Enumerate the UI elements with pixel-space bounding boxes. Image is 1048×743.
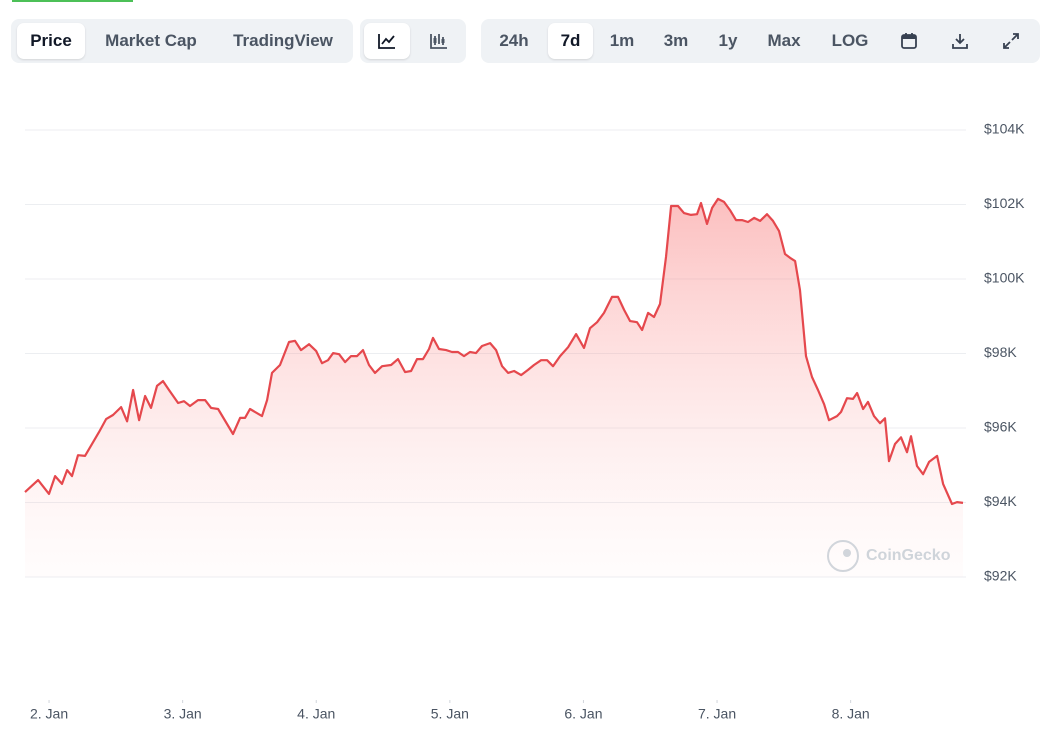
y-tick-label: $100K [984, 270, 1025, 286]
download-button[interactable] [942, 23, 978, 59]
y-tick-label: $94K [984, 493, 1017, 509]
range-button[interactable]: LOG [831, 31, 869, 50]
tab-group: Price Market Cap TradingView [11, 19, 353, 63]
tab[interactable]: Market Cap [105, 31, 197, 50]
x-tick-label: 5. Jan [431, 706, 469, 722]
range-button[interactable]: 1y [718, 31, 738, 50]
range-button[interactable]: Max [767, 31, 801, 50]
range-button[interactable]: 7d [548, 23, 593, 59]
calendar-button[interactable] [891, 23, 927, 59]
tab[interactable]: Price [17, 23, 85, 59]
y-tick-label: $96K [984, 419, 1017, 435]
fullscreen-button[interactable] [993, 23, 1029, 59]
x-tick-label: 6. Jan [564, 706, 602, 722]
tab[interactable]: TradingView [233, 31, 333, 50]
range-button[interactable]: 1m [609, 31, 635, 50]
y-tick-label: $98K [984, 344, 1017, 360]
watermark: CoinGecko [827, 540, 951, 572]
watermark-text: CoinGecko [866, 547, 951, 564]
x-tick-label: 7. Jan [698, 706, 736, 722]
line-chart-button[interactable] [364, 23, 410, 59]
y-tick-label: $92K [984, 568, 1017, 584]
price-area [25, 198, 963, 577]
y-tick-label: $102K [984, 195, 1025, 211]
x-tick-label: 4. Jan [297, 706, 335, 722]
price-line [24, 197, 964, 506]
y-tick-label: $104K [984, 121, 1025, 137]
x-tick-label: 8. Jan [832, 706, 870, 722]
x-tick-label: 2. Jan [30, 706, 68, 722]
range-button[interactable]: 3m [663, 31, 689, 50]
x-tick-label: 3. Jan [164, 706, 202, 722]
range-group: 24h 7d 1m 3m 1y Max LOG [481, 19, 1040, 63]
range-button[interactable]: 24h [499, 31, 529, 50]
chart-style-group [360, 19, 466, 63]
active-indicator [12, 0, 133, 2]
candle-chart-button[interactable] [416, 23, 462, 59]
